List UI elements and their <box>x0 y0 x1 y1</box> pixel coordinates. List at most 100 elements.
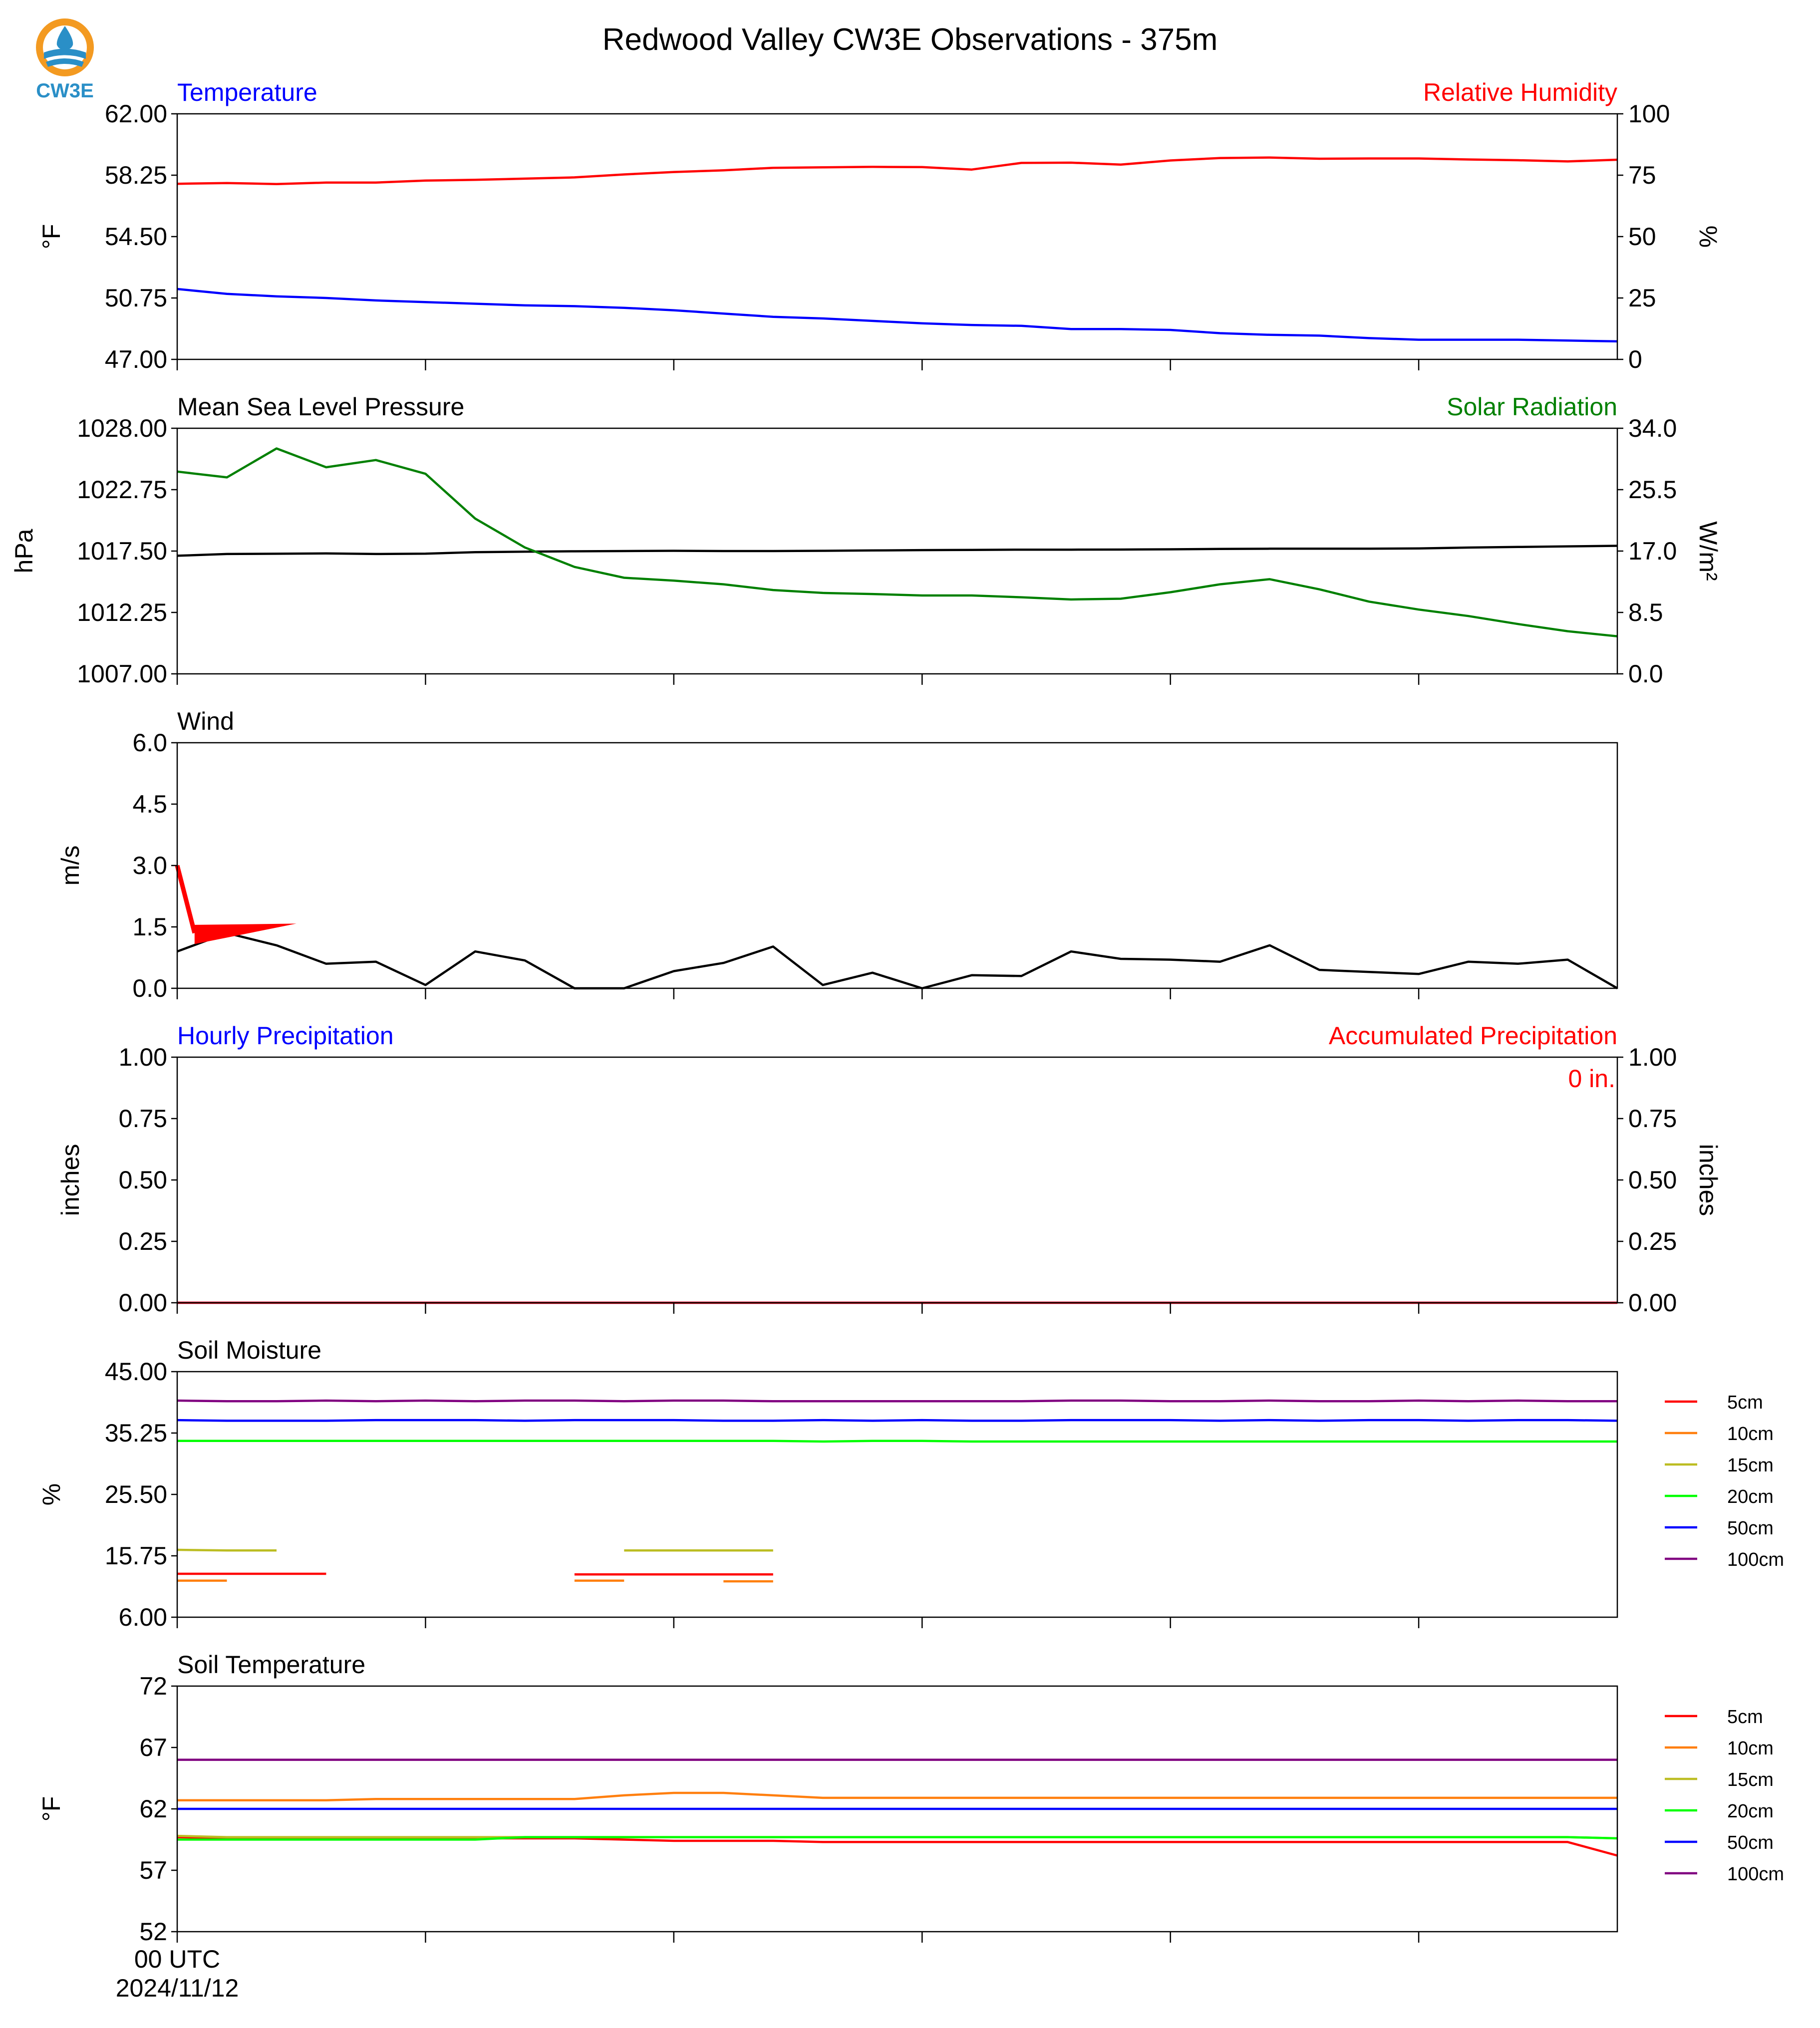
ytick-label: 3.0 <box>132 852 167 879</box>
ytick-label: 1012.25 <box>77 598 167 626</box>
ytick-right-label: 34.0 <box>1628 414 1677 442</box>
ytick-right-label: 0.0 <box>1628 660 1663 688</box>
panel-title-pres_solar: Mean Sea Level Pressure <box>177 393 464 421</box>
panel-soil_moisture: 45.00 35.25 25.50 15.75 6.00 Soil Moisture% 5c… <box>37 1336 1784 1631</box>
series-pres_solar-solar-radiation <box>177 447 1618 638</box>
ytick-right-label: 1.00 <box>1628 1043 1677 1071</box>
ytick-label: 52 <box>139 1918 167 1946</box>
ytick-label: 72 <box>139 1672 167 1700</box>
ylabel-wind: m/s <box>56 846 84 886</box>
ytick-label: 1.00 <box>119 1043 167 1071</box>
ytick-label: 1.5 <box>132 913 167 941</box>
legend-label-20cm: 20cm <box>1727 1801 1774 1822</box>
ylabel-temp_rh: °F <box>37 224 65 250</box>
legend-label-100cm: 100cm <box>1727 1549 1784 1570</box>
cw3e-logo: CW3E <box>36 18 94 102</box>
legend-label-50cm: 50cm <box>1727 1518 1774 1539</box>
ytick-label: 0.50 <box>119 1166 167 1194</box>
series-pres_solar-mean-sea-level-pressure <box>177 545 1618 557</box>
legend-label-100cm: 100cm <box>1727 1864 1784 1885</box>
ytick-right-label: 25 <box>1628 284 1656 312</box>
ylabel-precip: inches <box>56 1144 84 1216</box>
xtick-label-start: 00 UTC <box>134 1945 220 1973</box>
legend-label-10cm: 10cm <box>1727 1738 1774 1759</box>
panels: 62.00 58.25 54.50 50.75 47.00 100 75 50 25 0 Tempe… <box>10 78 1784 2002</box>
logo-text: CW3E <box>36 80 94 102</box>
figure-title: Redwood Valley CW3E Observations - 375m <box>603 22 1218 57</box>
ytick-right-label: 0.75 <box>1628 1105 1677 1133</box>
panel-title-precip: Hourly Precipitation <box>177 1022 394 1050</box>
panel-title-soil_moisture: Soil Moisture <box>177 1336 321 1364</box>
panel-title-wind: Wind <box>177 707 234 735</box>
ytick-label: 67 <box>139 1734 167 1761</box>
ytick-label: 35.25 <box>105 1419 167 1447</box>
panel-right-title-temp_rh: Relative Humidity <box>1423 78 1617 106</box>
panel-title-temp_rh: Temperature <box>177 78 317 106</box>
ytick-label: 0.25 <box>119 1227 167 1255</box>
ytick-right-label: 0.50 <box>1628 1166 1677 1194</box>
ytick-right-label: 17.0 <box>1628 537 1677 565</box>
series-soil_moisture-20cm <box>177 1440 1617 1443</box>
ylabel-soil_temp: °F <box>37 1796 65 1822</box>
ylabel-right-precip: inches <box>1694 1144 1722 1216</box>
panel-right-title-precip: Accumulated Precipitation <box>1329 1022 1617 1050</box>
ytick-label: 45.00 <box>105 1358 167 1386</box>
ytick-label: 1017.50 <box>77 537 167 565</box>
ytick-label: 6.00 <box>119 1603 167 1631</box>
legend-label-15cm: 15cm <box>1727 1455 1774 1476</box>
ytick-right-label: 0 <box>1628 345 1642 373</box>
ylabel-right-pres_solar: W/m² <box>1694 521 1722 580</box>
panel-right-title-pres_solar: Solar Radiation <box>1447 393 1617 421</box>
ytick-label: 1022.75 <box>77 476 167 504</box>
ytick-right-label: 100 <box>1628 100 1670 128</box>
panel-soil_temp: 72 67 62 57 52 Soil Temperature °F 5cm 10cm 15cm 2… <box>37 1651 1784 2002</box>
ytick-label: 1007.00 <box>77 660 167 688</box>
panel-title-soil_temp: Soil Temperature <box>177 1651 365 1679</box>
ytick-label: 25.50 <box>105 1480 167 1508</box>
ytick-label: 57 <box>139 1856 167 1884</box>
ytick-right-label: 25.5 <box>1628 476 1677 504</box>
logo-drop <box>56 26 73 50</box>
series-soil_temp-5cm <box>177 1836 1618 1857</box>
ytick-label: 4.5 <box>132 790 167 818</box>
series-temp_rh-relative-humidity <box>177 156 1618 185</box>
accumulated-total-label: 0 in. <box>1568 1065 1615 1093</box>
ytick-label: 0.0 <box>132 974 167 1002</box>
ytick-right-label: 75 <box>1628 161 1656 189</box>
ytick-label: 50.75 <box>105 284 167 312</box>
ytick-label: 62 <box>139 1795 167 1823</box>
legend-label-20cm: 20cm <box>1727 1486 1774 1507</box>
ytick-right-label: 0.25 <box>1628 1227 1677 1255</box>
legend-label-50cm: 50cm <box>1727 1832 1774 1853</box>
ytick-right-label: 50 <box>1628 223 1656 251</box>
series-soil_temp-20cm <box>177 1836 1618 1841</box>
ytick-label: 58.25 <box>105 161 167 189</box>
ytick-right-label: 0.00 <box>1628 1289 1677 1317</box>
legend-label-10cm: 10cm <box>1727 1424 1774 1445</box>
ytick-label: 54.50 <box>105 223 167 251</box>
ytick-label: 1028.00 <box>77 414 167 442</box>
series-soil_moisture-50cm <box>177 1419 1618 1422</box>
ytick-label: 62.00 <box>105 100 167 128</box>
legend-label-15cm: 15cm <box>1727 1769 1774 1790</box>
series-soil_temp-10cm <box>177 1791 1617 1802</box>
legend-label-5cm: 5cm <box>1727 1707 1763 1728</box>
ytick-right-label: 8.5 <box>1628 598 1663 626</box>
series-wind-wind <box>177 932 1618 990</box>
ylabel-pres_solar: hPa <box>10 529 38 573</box>
logo-wave-2 <box>46 58 84 67</box>
ytick-label: 47.00 <box>105 345 167 373</box>
ytick-label: 0.00 <box>119 1289 167 1317</box>
ytick-label: 0.75 <box>119 1105 167 1133</box>
cw3e-logo-icon <box>36 18 94 76</box>
ylabel-right-temp_rh: % <box>1694 226 1722 248</box>
legend-label-5cm: 5cm <box>1727 1392 1763 1413</box>
ytick-label: 6.0 <box>132 729 167 757</box>
ytick-label: 15.75 <box>105 1542 167 1570</box>
panel-temp_rh: 62.00 58.25 54.50 50.75 47.00 100 75 50 25 0 Tempe… <box>37 78 1722 373</box>
panel-precip: 1.00 0.75 0.50 0.25 0.00 1.00 0.75 0.50 0.25 0.00… <box>56 1022 1722 1317</box>
ylabel-soil_moisture: % <box>37 1483 65 1505</box>
panel-pres_solar: 1028.00 1022.75 1017.50 1012.25 1007.00 34.0 2… <box>10 393 1722 688</box>
logo-wave-1 <box>44 48 86 59</box>
